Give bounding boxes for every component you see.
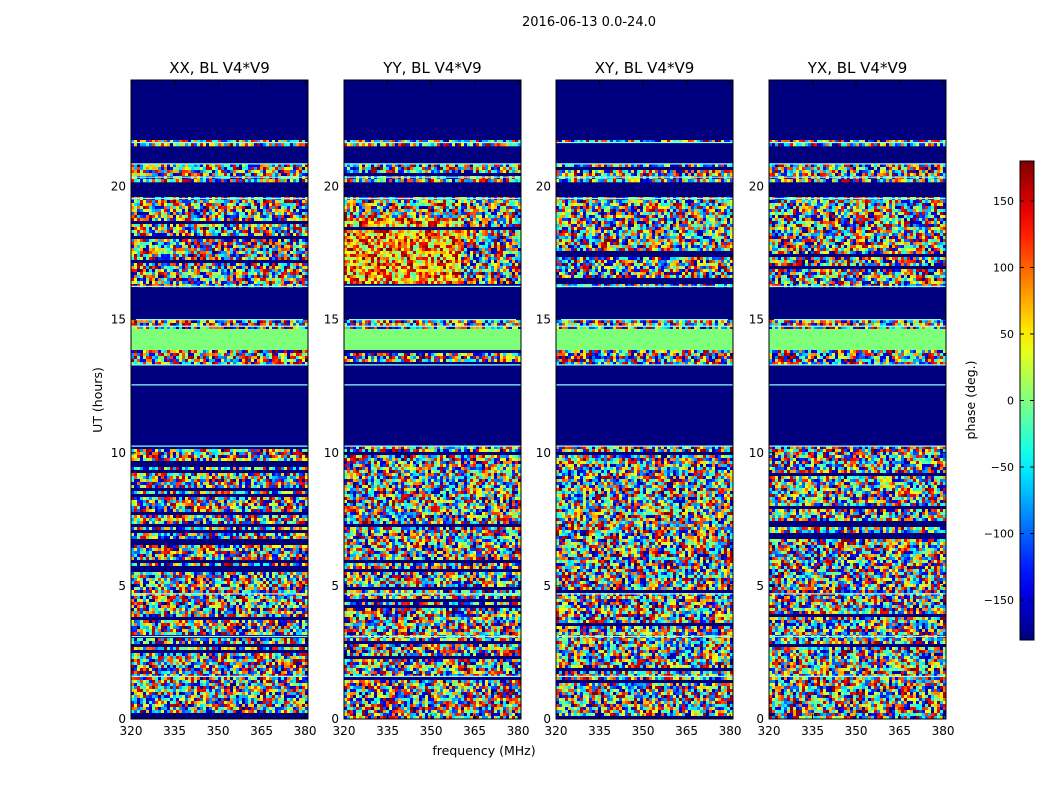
- x-tick-label: 350: [845, 724, 868, 738]
- y-tick-label: 0: [118, 712, 126, 726]
- colorbar: 150 100 50 0 −50 −100 −150: [984, 160, 1035, 641]
- x-tick-label: 380: [294, 724, 317, 738]
- phase-heatmap: [131, 80, 308, 719]
- panel-xx: XX, BL V4*V9 0 5 10 15 20 320 335 350 365 380: [111, 59, 317, 738]
- y-tick-label: 5: [543, 579, 551, 593]
- colorbar-tick-label: 150: [993, 195, 1014, 208]
- x-tick-label: 335: [376, 724, 399, 738]
- y-tick-label: 0: [756, 712, 764, 726]
- panel-title: YX, BL V4*V9: [807, 59, 908, 77]
- y-tick-label: 5: [331, 579, 339, 593]
- panel-frame: [130, 79, 309, 720]
- y-tick-label: 15: [749, 313, 764, 327]
- x-tick-label: 365: [888, 724, 911, 738]
- y-tick-label: 20: [111, 180, 126, 194]
- x-tick-label: 335: [163, 724, 186, 738]
- y-tick-label: 10: [111, 446, 126, 460]
- colorbar-tick-label: −50: [991, 461, 1014, 474]
- y-tick-label: 20: [749, 180, 764, 194]
- x-tick-label: 350: [632, 724, 655, 738]
- phase-heatmap: [556, 80, 733, 719]
- x-tick-label: 320: [120, 724, 143, 738]
- panel-title: XY, BL V4*V9: [595, 59, 695, 77]
- x-tick-label: 350: [207, 724, 230, 738]
- y-tick-label: 0: [331, 712, 339, 726]
- x-axis-label: frequency (MHz): [432, 743, 535, 758]
- x-tick-label: 380: [507, 724, 530, 738]
- panel-frame: [768, 79, 947, 720]
- y-axis-label: UT (hours): [90, 367, 105, 433]
- y-tick-label: 15: [536, 313, 551, 327]
- panel-frame: [343, 79, 522, 720]
- x-tick-label: 365: [250, 724, 273, 738]
- y-tick-label: 5: [118, 579, 126, 593]
- x-tick-label: 350: [420, 724, 443, 738]
- colorbar-tick-label: −100: [984, 528, 1014, 541]
- x-tick-label: 380: [932, 724, 955, 738]
- x-tick-label: 335: [588, 724, 611, 738]
- panel-title: YY, BL V4*V9: [382, 59, 481, 77]
- panel-yx: YX, BL V4*V9 0 5 10 15 20 320 335 350 365 380: [749, 59, 955, 738]
- colorbar-tick-label: 100: [993, 261, 1014, 274]
- figure-suptitle: 2016-06-13 0.0-24.0: [522, 15, 656, 30]
- y-tick-label: 20: [536, 180, 551, 194]
- phase-heatmap: [769, 80, 946, 719]
- x-tick-label: 365: [463, 724, 486, 738]
- panel-xy: XY, BL V4*V9 0 5 10 15 20 320 335 350 365 380: [536, 59, 742, 738]
- x-tick-label: 335: [801, 724, 824, 738]
- colorbar-tick-label: −150: [984, 594, 1014, 607]
- y-tick-label: 10: [536, 446, 551, 460]
- panel-title: XX, BL V4*V9: [169, 59, 270, 77]
- y-tick-label: 15: [324, 313, 339, 327]
- x-tick-label: 320: [545, 724, 568, 738]
- x-tick-label: 365: [675, 724, 698, 738]
- x-tick-label: 380: [719, 724, 742, 738]
- y-tick-label: 0: [543, 712, 551, 726]
- panel-yy: YY, BL V4*V9 0 5 10 15 20 320 335 350 365 380: [324, 59, 530, 738]
- y-tick-label: 10: [324, 446, 339, 460]
- y-tick-label: 15: [111, 313, 126, 327]
- x-tick-label: 320: [333, 724, 356, 738]
- colorbar-tick-label: 0: [1007, 395, 1014, 408]
- colorbar-tick-label: 50: [1000, 328, 1014, 341]
- y-tick-label: 10: [749, 446, 764, 460]
- phase-heatmap: [344, 80, 521, 719]
- y-tick-label: 5: [756, 579, 764, 593]
- y-tick-label: 20: [324, 180, 339, 194]
- panel-frame: [555, 79, 734, 720]
- x-tick-label: 320: [758, 724, 781, 738]
- colorbar-label: phase (deg.): [963, 361, 978, 440]
